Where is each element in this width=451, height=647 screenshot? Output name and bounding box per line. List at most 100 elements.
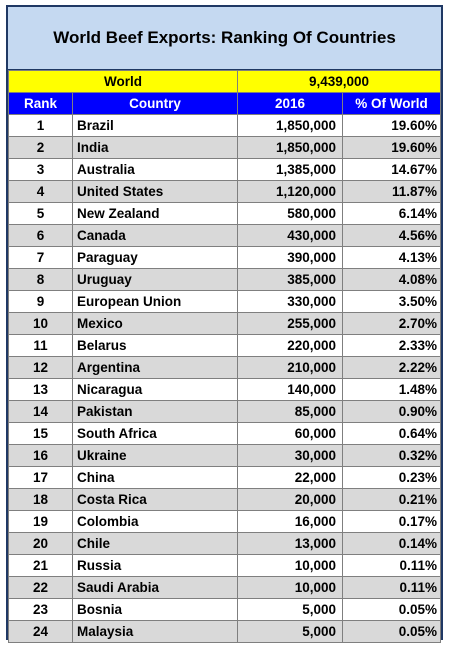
rank-cell: 9 [8,290,73,313]
exports-table: World 9,439,000 Rank Country 2016 % Of W… [8,70,441,643]
pct-cell: 4.13% [342,246,441,269]
value-cell: 60,000 [237,422,343,445]
country-cell: Paraguay [72,246,238,269]
world-label: World [8,70,238,93]
value-cell: 1,850,000 [237,114,343,137]
value-cell: 13,000 [237,532,343,555]
value-cell: 330,000 [237,290,343,313]
table-frame: World Beef Exports: Ranking Of Countries… [6,5,443,643]
rank-cell: 20 [8,532,73,555]
rank-cell: 7 [8,246,73,269]
country-cell: New Zealand [72,202,238,225]
pct-cell: 0.05% [342,598,441,621]
table-row: 24 Malaysia 5,000 0.05% [8,620,441,643]
rank-cell: 11 [8,334,73,357]
country-cell: Australia [72,158,238,181]
rank-cell: 12 [8,356,73,379]
country-cell: Malaysia [72,620,238,643]
world-total-row: World 9,439,000 [8,70,441,93]
country-cell: Chile [72,532,238,555]
value-cell: 255,000 [237,312,343,335]
value-cell: 220,000 [237,334,343,357]
rank-cell: 19 [8,510,73,533]
table-row: 6 Canada 430,000 4.56% [8,224,441,247]
table-row: 2 India 1,850,000 19.60% [8,136,441,159]
rank-cell: 2 [8,136,73,159]
header-pct: % Of World [342,92,441,115]
pct-cell: 0.64% [342,422,441,445]
country-cell: Saudi Arabia [72,576,238,599]
rank-cell: 13 [8,378,73,401]
table-row: 11 Belarus 220,000 2.33% [8,334,441,357]
header-rank: Rank [8,92,73,115]
pct-cell: 2.33% [342,334,441,357]
table-row: 4 United States 1,120,000 11.87% [8,180,441,203]
value-cell: 1,850,000 [237,136,343,159]
value-cell: 390,000 [237,246,343,269]
table-row: 9 European Union 330,000 3.50% [8,290,441,313]
country-cell: Colombia [72,510,238,533]
table-row: 13 Nicaragua 140,000 1.48% [8,378,441,401]
rank-cell: 10 [8,312,73,335]
table-row: 19 Colombia 16,000 0.17% [8,510,441,533]
value-cell: 580,000 [237,202,343,225]
table-row: 20 Chile 13,000 0.14% [8,532,441,555]
table-title: World Beef Exports: Ranking Of Countries [8,7,441,70]
pct-cell: 0.32% [342,444,441,467]
country-cell: Mexico [72,312,238,335]
header-country: Country [72,92,238,115]
pct-cell: 11.87% [342,180,441,203]
table-row: 15 South Africa 60,000 0.64% [8,422,441,445]
pct-cell: 0.21% [342,488,441,511]
value-cell: 210,000 [237,356,343,379]
country-cell: Argentina [72,356,238,379]
country-cell: Costa Rica [72,488,238,511]
rank-cell: 23 [8,598,73,621]
rank-cell: 4 [8,180,73,203]
pct-cell: 0.11% [342,576,441,599]
rank-cell: 16 [8,444,73,467]
value-cell: 10,000 [237,554,343,577]
country-cell: India [72,136,238,159]
rank-cell: 18 [8,488,73,511]
country-cell: Uruguay [72,268,238,291]
table-row: 8 Uruguay 385,000 4.08% [8,268,441,291]
country-cell: European Union [72,290,238,313]
value-cell: 10,000 [237,576,343,599]
pct-cell: 4.56% [342,224,441,247]
rank-cell: 1 [8,114,73,137]
world-value: 9,439,000 [237,70,441,93]
table-row: 21 Russia 10,000 0.11% [8,554,441,577]
table-row: 7 Paraguay 390,000 4.13% [8,246,441,269]
header-year: 2016 [237,92,343,115]
rank-cell: 14 [8,400,73,423]
rank-cell: 24 [8,620,73,643]
table-row: 14 Pakistan 85,000 0.90% [8,400,441,423]
pct-cell: 1.48% [342,378,441,401]
country-cell: Belarus [72,334,238,357]
table-row: 12 Argentina 210,000 2.22% [8,356,441,379]
pct-cell: 0.17% [342,510,441,533]
rank-cell: 3 [8,158,73,181]
country-cell: Canada [72,224,238,247]
rank-cell: 21 [8,554,73,577]
pct-cell: 19.60% [342,114,441,137]
country-cell: Bosnia [72,598,238,621]
value-cell: 22,000 [237,466,343,489]
country-cell: Ukraine [72,444,238,467]
pct-cell: 3.50% [342,290,441,313]
country-cell: Russia [72,554,238,577]
rank-cell: 15 [8,422,73,445]
rank-cell: 5 [8,202,73,225]
pct-cell: 4.08% [342,268,441,291]
pct-cell: 0.23% [342,466,441,489]
value-cell: 140,000 [237,378,343,401]
pct-cell: 2.70% [342,312,441,335]
pct-cell: 14.67% [342,158,441,181]
pct-cell: 2.22% [342,356,441,379]
pct-cell: 6.14% [342,202,441,225]
value-cell: 385,000 [237,268,343,291]
rank-cell: 6 [8,224,73,247]
country-cell: China [72,466,238,489]
value-cell: 1,385,000 [237,158,343,181]
